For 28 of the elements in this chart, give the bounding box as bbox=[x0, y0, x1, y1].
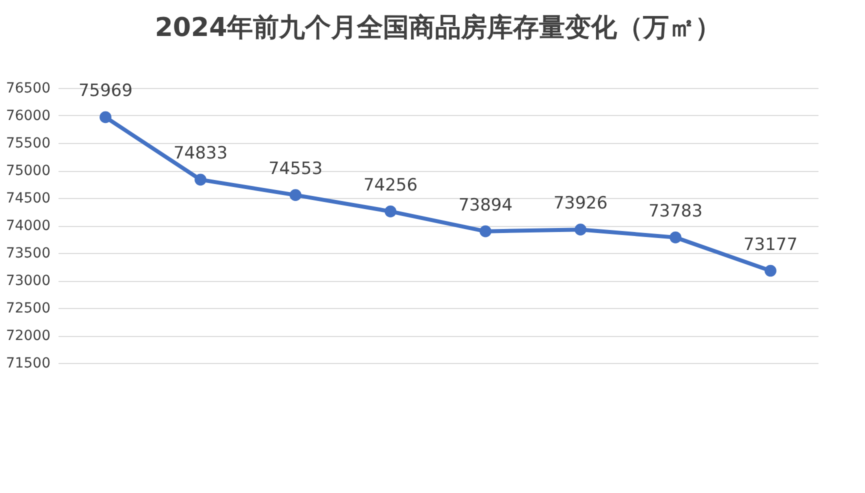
y-tick-label: 73000 bbox=[6, 273, 50, 289]
data-label: 73926 bbox=[553, 194, 608, 214]
data-label: 73783 bbox=[648, 201, 703, 222]
y-tick-label: 72500 bbox=[6, 300, 50, 316]
point bbox=[384, 206, 396, 218]
y-tick-label: 75000 bbox=[6, 163, 50, 179]
point bbox=[194, 174, 206, 186]
point bbox=[574, 224, 586, 236]
data-label: 74553 bbox=[268, 159, 323, 180]
data-label: 73177 bbox=[743, 234, 798, 255]
point bbox=[100, 111, 112, 124]
chart-title: 2024年前九个月全国商品房库存量变化（万㎡） bbox=[154, 13, 722, 43]
point bbox=[290, 189, 302, 201]
y-tick-label: 76000 bbox=[6, 108, 50, 124]
y-tick-label: 74500 bbox=[6, 190, 50, 206]
y-tick-label: 76500 bbox=[6, 80, 50, 96]
point bbox=[764, 264, 776, 277]
data-label: 73894 bbox=[458, 195, 513, 216]
y-tick-label: 71500 bbox=[6, 356, 50, 372]
data-label: 74256 bbox=[363, 175, 418, 196]
y-tick-label: 75500 bbox=[6, 136, 50, 152]
point bbox=[670, 232, 682, 244]
y-tick-label: 73500 bbox=[6, 246, 50, 262]
y-tick-label: 74000 bbox=[6, 218, 50, 234]
data-label: 74833 bbox=[173, 144, 228, 164]
y-tick-label: 72000 bbox=[6, 328, 50, 344]
point bbox=[480, 225, 492, 238]
data-label: 75969 bbox=[78, 81, 133, 102]
